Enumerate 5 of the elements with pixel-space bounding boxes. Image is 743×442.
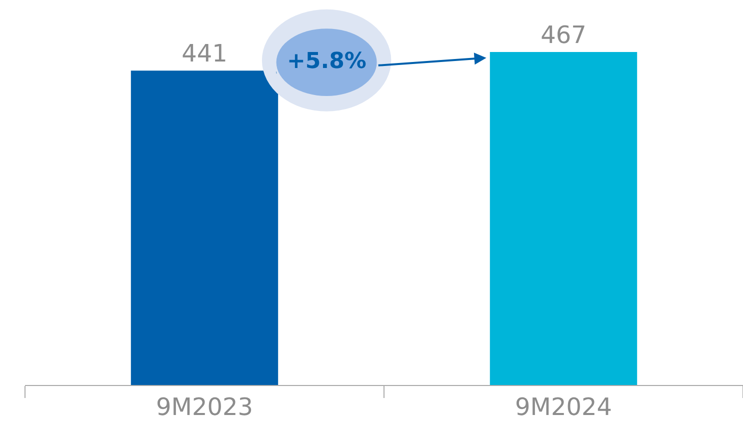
data-label: 467 [540,21,586,50]
annotation: +5.8% [287,49,366,74]
x-tick-label: 9M2023 [156,392,254,421]
data-label: 441 [182,40,228,68]
x-tick-label: 9M2024 [514,392,612,421]
